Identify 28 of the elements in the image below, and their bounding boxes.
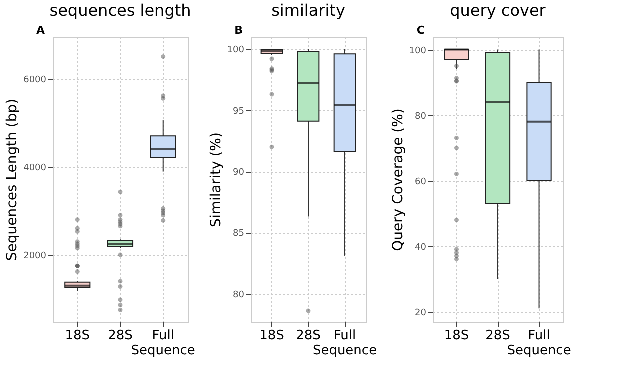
y-tick-label: 85 (233, 229, 244, 240)
chart-title: query cover (450, 1, 546, 20)
y-axis-title: Query Coverage (%) (390, 108, 406, 252)
x-tick-label: 18S (444, 328, 470, 344)
y-tick-label: 100 (409, 46, 427, 56)
y-tick-label: 95 (233, 106, 244, 117)
y-tick-label: 6000 (24, 75, 47, 86)
y-tick-label: 90 (233, 168, 245, 178)
y-tick-label: 100 (227, 46, 245, 56)
y-axis-title: Similarity (%) (208, 132, 224, 228)
y-tick-label: 4000 (24, 163, 47, 174)
text: B (234, 24, 243, 37)
y-tick-label: 80 (233, 290, 245, 300)
chart-title: similarity (272, 1, 346, 20)
text: C (416, 24, 425, 37)
y-tick-label: 40 (415, 242, 427, 253)
x-tick-label: 18S (65, 328, 90, 344)
text: A (36, 24, 46, 37)
y-tick-label: 2000 (24, 252, 47, 262)
x-tick-label: 28S (296, 328, 321, 344)
y-tick-label: 80 (415, 112, 427, 122)
y-axis-title: Sequences Length (bp) (4, 98, 21, 262)
x-tick-label: 28S (108, 328, 133, 344)
x-tick-label: 18S (260, 328, 284, 344)
x-tick-label: Full Sequence (131, 328, 196, 358)
y-tick-label: 20 (415, 308, 427, 318)
y-tick-label: 60 (415, 177, 427, 188)
chart-title: sequences length (50, 1, 192, 20)
